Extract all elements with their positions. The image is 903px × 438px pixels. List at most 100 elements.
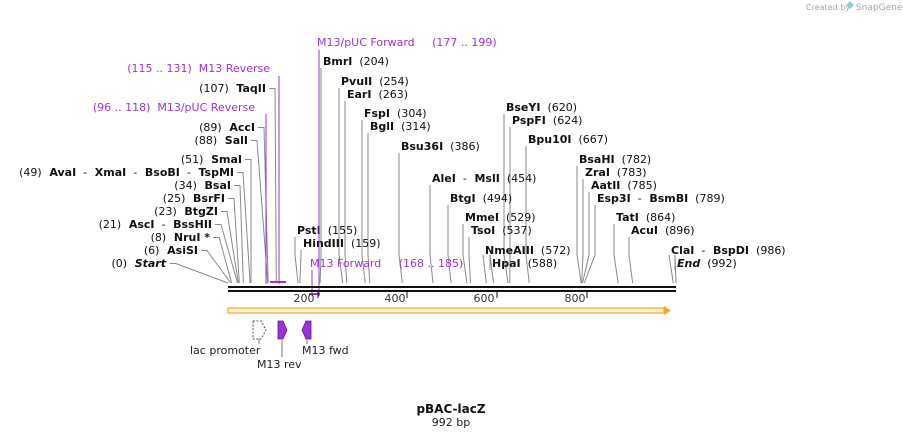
site-label-bpu10i[interactable]: Bpu10I (667) xyxy=(528,133,608,146)
site-part: (8) xyxy=(151,231,167,244)
site-part: (314) xyxy=(394,120,431,133)
site-label-mmei[interactable]: MmeI (529) xyxy=(465,211,536,224)
site-part: (864) xyxy=(639,211,676,224)
site-part: (304) xyxy=(390,107,427,120)
site-label-hindiii[interactable]: HindIII (159) xyxy=(303,237,381,250)
tick-600-label: 600 xyxy=(474,292,495,305)
map-title: pBAC-lacZ xyxy=(416,402,485,416)
primer-label-m13-forward[interactable]: M13 Forward (168 .. 185) xyxy=(310,257,463,270)
feature-label-m13-fwd[interactable]: M13 fwd xyxy=(302,344,349,357)
credit-brand: SnapGene xyxy=(856,3,903,13)
site-label-smai[interactable]: (51) SmaI xyxy=(181,153,242,166)
backbone-bottom-strand xyxy=(228,290,676,292)
site-part: (49) xyxy=(19,166,42,179)
site-label-pspfi[interactable]: PspFI (624) xyxy=(512,114,582,127)
site-label-btgi[interactable]: BtgI (494) xyxy=(450,192,512,205)
site-part: (620) xyxy=(540,101,577,114)
site-leader-bseyi xyxy=(503,114,509,284)
site-part: (588) xyxy=(521,257,558,270)
site-label-bmri[interactable]: BmrI (204) xyxy=(323,55,389,68)
site-label-bsai[interactable]: (34) BsaI xyxy=(174,179,231,192)
site-label-alei[interactable]: AleI - MslI (454) xyxy=(432,172,536,185)
site-leader-tati xyxy=(613,224,619,284)
site-part: PspFI xyxy=(512,114,546,127)
site-leader-asci xyxy=(215,224,238,284)
site-part: (204) xyxy=(352,55,389,68)
site-leader-hindiii xyxy=(299,250,302,284)
site-leader-btgzi xyxy=(221,211,239,284)
site-part: FspI xyxy=(364,107,390,120)
site-label-bseyi[interactable]: BseYI (620) xyxy=(506,101,577,114)
site-part: HindIII xyxy=(303,237,344,250)
site-part: AcuI xyxy=(631,224,658,237)
site-label-zrai[interactable]: ZraI (783) xyxy=(585,166,647,179)
site-label-nmeaiii[interactable]: NmeAIII (572) xyxy=(485,244,571,257)
site-label-asci[interactable]: (21) AscI - BssHII xyxy=(99,218,212,231)
site-label-acui[interactable]: AcuI (896) xyxy=(631,224,695,237)
site-leader-bsrfi xyxy=(228,198,240,284)
primer-label-m13-puc-forward[interactable]: M13/pUC Forward (177 .. 199) xyxy=(317,36,497,49)
primer-label-m13-reverse[interactable]: (115 .. 131) M13 Reverse xyxy=(127,62,270,75)
site-part: NruI * xyxy=(166,231,210,244)
site-label-asisi[interactable]: (6) AsiSI xyxy=(144,244,198,257)
site-part: BseYI xyxy=(506,101,540,114)
site-leader-avai xyxy=(237,172,251,284)
site-label-fspi[interactable]: FspI (304) xyxy=(364,107,427,120)
site-part: ClaI xyxy=(671,244,694,257)
site-label-taqii[interactable]: (107) TaqII xyxy=(199,82,266,95)
site-part: ZraI xyxy=(585,166,610,179)
tick-800-label: 800 xyxy=(565,292,586,305)
tick-400-label: 400 xyxy=(385,292,406,305)
site-leader-bsai xyxy=(234,185,244,284)
primer-label-m13-puc-reverse[interactable]: (96 .. 118) M13/pUC Reverse xyxy=(93,101,255,114)
m13-rev-arrow[interactable] xyxy=(277,320,288,340)
site-leader-mmei xyxy=(462,224,468,284)
site-part: (667) xyxy=(572,133,609,146)
site-part: NmeAIII xyxy=(485,244,534,257)
site-label-aatii[interactable]: AatII (785) xyxy=(591,179,657,192)
full-length-arrow[interactable] xyxy=(227,306,671,315)
feature-label-lac-promoter[interactable]: lac promoter xyxy=(190,344,261,357)
m13-fwd-arrow[interactable] xyxy=(301,320,312,340)
site-label-psti[interactable]: PstI (155) xyxy=(297,224,357,237)
site-part: (992) xyxy=(700,257,737,270)
site-label-bsu36i[interactable]: Bsu36I (386) xyxy=(401,140,480,153)
site-part: (572) xyxy=(534,244,571,257)
site-part: (537) xyxy=(495,224,532,237)
site-label-bsahi[interactable]: BsaHI (782) xyxy=(579,153,651,166)
site-label-acci[interactable]: (89) AccI xyxy=(199,121,255,134)
site-label-sali[interactable]: (88) SalI xyxy=(195,134,248,147)
site-part: (386) xyxy=(443,140,480,153)
site-leader-btgi xyxy=(447,205,452,284)
site-label-tsoi[interactable]: TsoI (537) xyxy=(471,224,532,237)
feature-label-m13-rev[interactable]: M13 rev xyxy=(257,358,302,371)
site-label-btgzi[interactable]: (23) BtgZI xyxy=(154,205,218,218)
site-part: AatII xyxy=(591,179,620,192)
site-part: SalI xyxy=(217,134,248,147)
site-label-esp3i[interactable]: Esp3I - BsmBI (789) xyxy=(597,192,725,205)
site-label-tati[interactable]: TatI (864) xyxy=(616,211,675,224)
site-part: (263) xyxy=(371,88,408,101)
site-label-clai[interactable]: ClaI - BspDI (986) xyxy=(671,244,786,257)
site-label-eari[interactable]: EarI (263) xyxy=(347,88,408,101)
site-label-start[interactable]: (0) Start xyxy=(111,257,166,270)
site-label-bsrfi[interactable]: (25) BsrFI xyxy=(163,192,225,205)
site-label-nrui[interactable]: (8) NruI * xyxy=(151,231,211,244)
site-label-hpai[interactable]: HpaI (588) xyxy=(492,257,557,270)
site-leader-alei xyxy=(429,185,434,284)
site-label-pvuii[interactable]: PvuII (254) xyxy=(341,75,409,88)
lac-promoter-arrow[interactable] xyxy=(252,320,267,340)
site-leader-asisi xyxy=(201,250,232,284)
site-label-avai[interactable]: (49) AvaI - XmaI - BsoBI - TspMI xyxy=(19,166,234,179)
site-part: (986) xyxy=(749,244,786,257)
site-label-end[interactable]: End (992) xyxy=(677,257,737,270)
site-leader-nrui xyxy=(213,237,233,284)
site-part: (34) xyxy=(174,179,197,192)
site-leader-acci xyxy=(258,127,269,284)
site-leader-bsu36i xyxy=(398,153,403,284)
site-label-bgli[interactable]: BglI (314) xyxy=(370,120,431,133)
sequence-backbone xyxy=(228,286,676,292)
site-part: (6) xyxy=(144,244,160,257)
